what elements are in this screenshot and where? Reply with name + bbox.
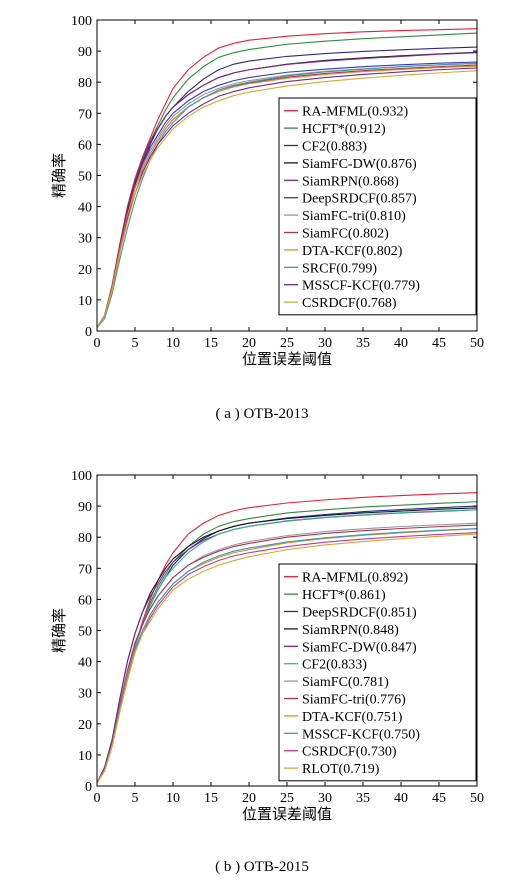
- y-tick-label-7: 70: [78, 562, 92, 577]
- x-tick-label-10: 50: [470, 336, 484, 351]
- legend-entry-3: SiamRPN(0.848): [302, 623, 399, 638]
- y-tick-label-8: 80: [78, 531, 92, 546]
- x-tick-label-0: 0: [94, 791, 101, 806]
- x-tick-label-9: 45: [432, 791, 446, 806]
- legend-entry-11: RLOT(0.719): [302, 762, 380, 777]
- y-tick-label-7: 70: [78, 107, 92, 122]
- x-tick-label-5: 25: [280, 336, 294, 351]
- legend-entry-11: CSRDCF(0.768): [302, 296, 397, 311]
- x-tick-label-4: 20: [242, 791, 256, 806]
- legend-entry-3: SiamFC-DW(0.876): [302, 157, 417, 172]
- series-lines: [96, 28, 478, 329]
- legend-entry-10: CSRDCF(0.730): [302, 745, 397, 760]
- x-tick-label-2: 10: [166, 791, 180, 806]
- y-tick-label-2: 20: [78, 718, 92, 733]
- series-line-0: [96, 28, 478, 329]
- y-tick-label-9: 90: [78, 45, 92, 60]
- x-tick-label-10: 50: [470, 791, 484, 806]
- x-tick-label-8: 40: [394, 791, 408, 806]
- legend-entry-1: HCFT*(0.861): [302, 588, 386, 603]
- x-tick-label-5: 25: [280, 791, 294, 806]
- legend-entry-6: SiamFC(0.781): [302, 675, 389, 690]
- y-tick-label-5: 50: [78, 625, 92, 640]
- series-line-9: [96, 62, 478, 329]
- legend-entry-10: MSSCF-KCF(0.779): [302, 279, 420, 294]
- legend-entry-8: DTA-KCF(0.751): [302, 710, 403, 725]
- legend-entry-2: DeepSRDCF(0.851): [302, 606, 417, 621]
- legend-entry-9: SRCF(0.799): [302, 261, 377, 276]
- y-tick-label-10: 100: [71, 14, 92, 29]
- legend-box: [278, 97, 477, 316]
- legend-entry-5: CF2(0.833): [302, 658, 367, 673]
- series-line-9: [96, 527, 478, 784]
- x-tick-label-4: 20: [242, 336, 256, 351]
- legend-entry-0: RA-MFML(0.892): [302, 571, 409, 586]
- x-tick-label-6: 30: [318, 336, 332, 351]
- y-tick-label-2: 20: [78, 263, 92, 278]
- y-tick-label-0: 0: [85, 780, 92, 795]
- x-tick-label-3: 15: [204, 336, 218, 351]
- legend-entry-4: SiamRPN(0.868): [302, 174, 399, 189]
- x-axis-label: 位置误差阈值: [242, 351, 332, 368]
- series-line-11: [96, 533, 478, 784]
- legend-entry-2: CF2(0.883): [302, 140, 367, 155]
- y-tick-label-1: 10: [78, 749, 92, 764]
- x-tick-label-7: 35: [356, 336, 370, 351]
- legend: RA-MFML(0.932) HCFT*(0.912) CF2(0.883) Siam…: [278, 97, 477, 316]
- legend-entry-5: DeepSRDCF(0.857): [302, 192, 417, 207]
- x-tick-label-2: 10: [166, 336, 180, 351]
- x-tick-label-0: 0: [94, 336, 101, 351]
- y-tick-label-0: 0: [85, 325, 92, 340]
- x-tick-label-6: 30: [318, 791, 332, 806]
- series-line-8: [96, 65, 478, 329]
- y-tick-label-9: 90: [78, 500, 92, 515]
- y-tick-label-4: 40: [78, 201, 92, 216]
- y-tick-label-4: 40: [78, 656, 92, 671]
- y-tick-label-10: 100: [71, 469, 92, 484]
- x-tick-label-7: 35: [356, 791, 370, 806]
- figure-otb2013: 0 5 10 15 20 25 30 35 40 45 50 0 10 20 30 40 50 60 70 80 90 1…: [51, 14, 484, 422]
- y-axis-label: 精确率: [51, 608, 68, 653]
- x-tick-label-9: 45: [432, 336, 446, 351]
- y-tick-label-3: 30: [78, 687, 92, 702]
- x-tick-label-1: 5: [132, 791, 139, 806]
- x-tick-label-3: 15: [204, 791, 218, 806]
- legend-entry-9: MSSCF-KCF(0.750): [302, 727, 420, 742]
- legend-entry-1: HCFT*(0.912): [302, 122, 386, 137]
- chart-otb2013: 0 5 10 15 20 25 30 35 40 45 50 0 10 20 30 40 50 60 70 80 90 1…: [51, 14, 484, 368]
- legend-entry-7: SiamFC(0.802): [302, 227, 389, 242]
- series-line-11: [96, 70, 478, 329]
- y-axis-label: 精确率: [51, 153, 68, 198]
- caption-otb2015: ( b ) OTB-2015: [215, 859, 309, 875]
- series-lines: [96, 492, 478, 784]
- legend-entry-6: SiamFC-tri(0.810): [302, 209, 406, 224]
- series-line-7: [96, 524, 478, 784]
- y-tick-label-6: 60: [78, 593, 92, 608]
- x-tick-label-8: 40: [394, 336, 408, 351]
- figure-otb2015: 0 5 10 15 20 25 30 35 40 45 50 0 10 20 30 40 50 60 70 80 90 1…: [0, 447, 524, 894]
- x-axis-label: 位置误差阈值: [242, 806, 332, 823]
- y-tick-label-6: 60: [78, 138, 92, 153]
- y-tick-label-8: 80: [78, 76, 92, 91]
- x-tick-label-1: 5: [132, 336, 139, 351]
- caption-otb2013: ( a ) OTB-2013: [215, 406, 309, 422]
- legend-entry-0: RA-MFML(0.932): [302, 105, 409, 120]
- y-tick-label-3: 30: [78, 232, 92, 247]
- legend-entry-8: DTA-KCF(0.802): [302, 244, 403, 259]
- series-line-4: [96, 52, 478, 329]
- legend-entry-7: SiamFC-tri(0.776): [302, 693, 406, 708]
- y-tick-label-5: 50: [78, 170, 92, 185]
- y-tick-label-1: 10: [78, 294, 92, 309]
- chart-otb2015: 0 5 10 15 20 25 30 35 40 45 50 0 10 20 30 40 50 60 70 80 90 1…: [51, 469, 484, 823]
- legend-box: [278, 563, 477, 782]
- legend-entry-4: SiamFC-DW(0.847): [302, 640, 417, 655]
- legend: RA-MFML(0.892) HCFT*(0.861) DeepSRDCF(0.85…: [278, 563, 477, 782]
